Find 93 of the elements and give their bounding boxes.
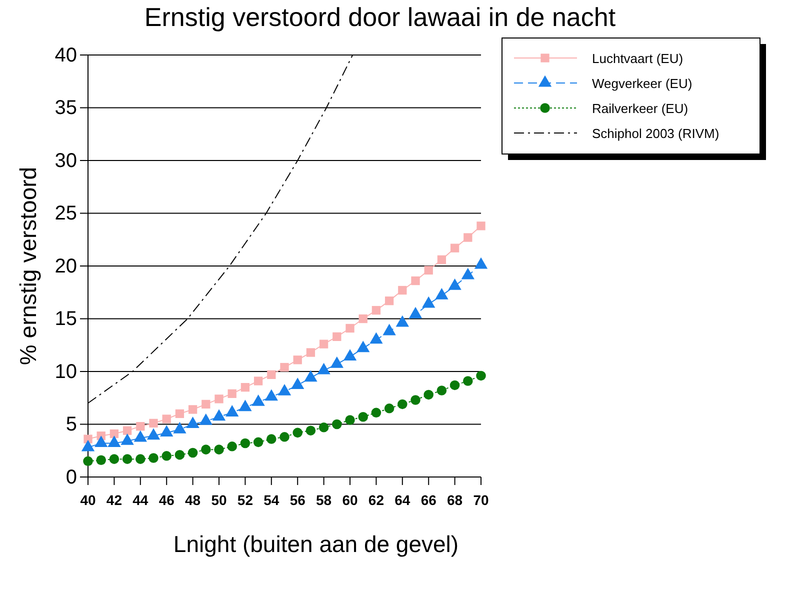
point bbox=[202, 400, 210, 409]
point bbox=[319, 340, 328, 348]
x-tick-label: 60 bbox=[342, 492, 358, 508]
point bbox=[254, 376, 263, 386]
x-tick-label: 50 bbox=[211, 492, 227, 508]
x-tick-label: 56 bbox=[290, 492, 306, 508]
point bbox=[398, 286, 407, 295]
x-tick-label: 54 bbox=[264, 492, 280, 508]
point bbox=[332, 419, 342, 430]
point bbox=[384, 296, 394, 306]
point bbox=[293, 356, 302, 364]
point bbox=[280, 432, 290, 442]
point bbox=[371, 408, 382, 418]
point bbox=[358, 314, 368, 324]
y-tick-label: 40 bbox=[54, 44, 77, 66]
point bbox=[148, 453, 158, 463]
point bbox=[306, 348, 316, 357]
legend-label: Railverkeer (EU) bbox=[592, 101, 688, 116]
point bbox=[122, 426, 132, 435]
x-tick-label: 46 bbox=[158, 492, 175, 508]
point bbox=[476, 370, 486, 381]
chart-title: Ernstig verstoord door lawaai in de nacht bbox=[144, 2, 616, 32]
point bbox=[424, 266, 433, 275]
y-tick-label: 15 bbox=[54, 308, 77, 330]
point bbox=[188, 405, 198, 414]
point bbox=[411, 276, 420, 286]
point bbox=[410, 395, 420, 405]
point bbox=[174, 450, 185, 460]
point bbox=[162, 451, 172, 461]
point bbox=[345, 415, 355, 425]
point bbox=[346, 324, 354, 333]
x-tick-label: 64 bbox=[394, 492, 410, 508]
point bbox=[280, 362, 289, 372]
point bbox=[384, 404, 394, 414]
point bbox=[96, 455, 106, 465]
point bbox=[110, 429, 119, 438]
y-tick-label: 35 bbox=[54, 97, 77, 120]
point bbox=[149, 418, 158, 428]
legend-label: Schiphol 2003 (RIVM) bbox=[592, 126, 720, 141]
point bbox=[214, 394, 224, 404]
point bbox=[476, 222, 486, 230]
point bbox=[398, 399, 408, 410]
point bbox=[122, 454, 132, 464]
legend-label: Wegverkeer (EU) bbox=[592, 76, 692, 91]
x-tick-label: 70 bbox=[473, 492, 489, 508]
point bbox=[463, 376, 473, 386]
point bbox=[240, 382, 250, 392]
point bbox=[240, 438, 250, 448]
x-tick-label: 48 bbox=[185, 492, 201, 508]
point bbox=[201, 444, 211, 454]
x-tick-label: 58 bbox=[316, 492, 332, 508]
point bbox=[253, 437, 264, 448]
x-tick-label: 52 bbox=[237, 492, 254, 508]
y-tick-label: 5 bbox=[66, 414, 77, 436]
x-tick-label: 42 bbox=[106, 492, 122, 508]
point bbox=[450, 380, 460, 390]
point bbox=[436, 386, 447, 396]
legend-label: Luchtvaart (EU) bbox=[592, 51, 684, 66]
point bbox=[214, 444, 224, 454]
y-axis-title: % ernstig verstoord bbox=[15, 166, 41, 366]
point bbox=[266, 434, 276, 444]
point bbox=[136, 422, 145, 431]
point bbox=[136, 454, 146, 464]
point bbox=[84, 434, 92, 444]
point bbox=[437, 255, 446, 264]
point bbox=[175, 409, 184, 418]
point bbox=[464, 233, 472, 242]
point bbox=[83, 456, 93, 466]
point bbox=[306, 426, 316, 436]
point bbox=[227, 442, 237, 452]
point bbox=[109, 454, 120, 464]
point bbox=[292, 428, 302, 438]
y-tick-label: 10 bbox=[54, 360, 77, 383]
y-tick-label: 20 bbox=[54, 255, 77, 278]
x-tick-label: 68 bbox=[447, 492, 463, 508]
x-tick-label: 40 bbox=[80, 492, 96, 508]
point bbox=[450, 244, 460, 252]
x-axis-title: Lnight (buiten aan de gevel) bbox=[173, 531, 459, 557]
x-tick-label: 62 bbox=[368, 492, 384, 508]
point bbox=[358, 412, 368, 422]
x-tick-label: 66 bbox=[420, 492, 437, 508]
point bbox=[188, 448, 198, 458]
y-tick-label: 0 bbox=[66, 466, 77, 488]
point bbox=[332, 332, 342, 342]
point bbox=[228, 389, 236, 398]
point bbox=[372, 306, 381, 315]
y-tick-label: 30 bbox=[54, 150, 77, 172]
y-tick-label: 25 bbox=[54, 202, 77, 225]
point bbox=[162, 414, 171, 424]
point bbox=[267, 370, 276, 379]
x-tick-label: 44 bbox=[132, 492, 148, 508]
point bbox=[318, 422, 329, 432]
point bbox=[424, 390, 434, 400]
